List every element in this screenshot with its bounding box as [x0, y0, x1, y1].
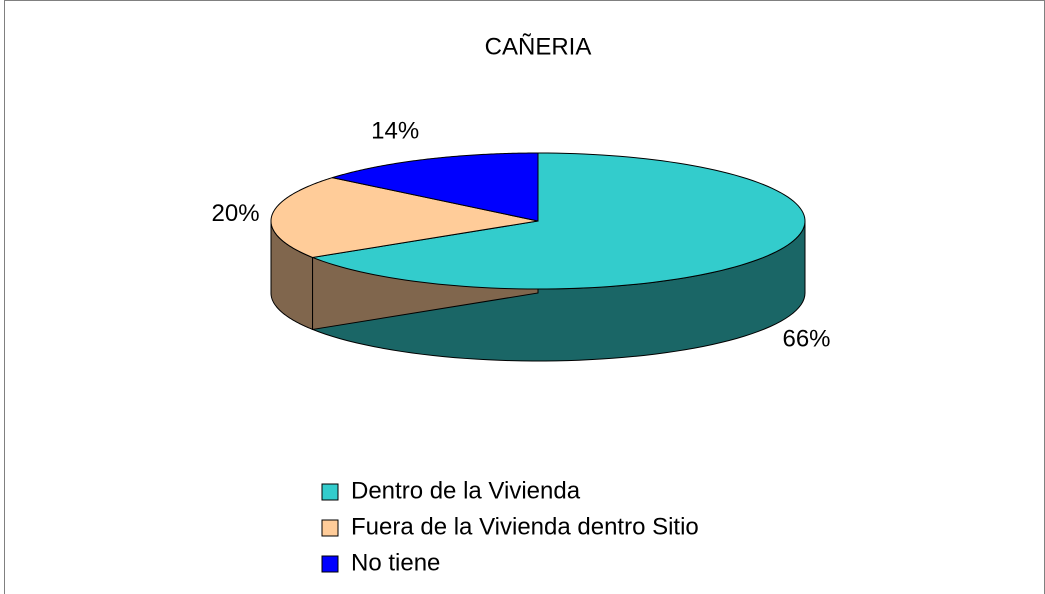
legend-swatch [321, 483, 339, 501]
slice [270, 177, 539, 258]
legend-label: Dentro de la Vivienda [351, 477, 581, 504]
data-label: 14% [371, 118, 419, 145]
legend-label: No tiene [351, 549, 440, 576]
data-label: 66% [782, 326, 830, 353]
slice [332, 152, 539, 222]
chart-title: CAÑERIA [485, 33, 592, 60]
data-label: 20% [212, 200, 260, 227]
legend-swatch [321, 555, 339, 573]
legend-swatch [321, 519, 339, 537]
slice [310, 152, 806, 290]
legend-label: Fuera de la Vivienda dentro Sitio [351, 513, 699, 540]
